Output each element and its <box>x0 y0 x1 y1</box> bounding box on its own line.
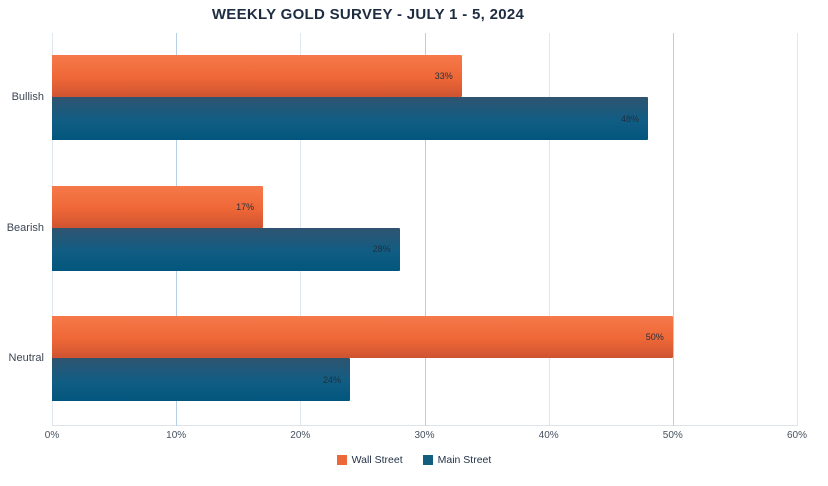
bar-main-street-bearish: 28% <box>52 227 400 271</box>
bar-value-label: 24% <box>322 374 341 385</box>
legend-label: Main Street <box>437 454 492 466</box>
legend-swatch-icon <box>422 455 433 465</box>
x-tick-label-20%: 20% <box>290 430 311 441</box>
bar-wall-street-bearish: 17% <box>52 185 264 228</box>
bar-wall-street-bullish: 33% <box>52 55 462 97</box>
x-tick-label-0%: 0% <box>44 430 60 441</box>
bar-main-street-bullish: 48% <box>52 97 648 140</box>
x-tick-label-40%: 40% <box>538 430 559 441</box>
plot-area: 33% 48% 17% 28% 50% 24% <box>52 33 798 426</box>
bar-main-street-neutral: 24% <box>52 358 350 402</box>
legend-label: Wall Street <box>351 454 403 466</box>
legend-swatch-icon <box>336 455 347 465</box>
x-tick-label-60%: 60% <box>786 430 807 441</box>
bar-value-label: 17% <box>236 201 255 212</box>
chart-title: WEEKLY GOLD SURVEY - JULY 1 - 5, 2024 <box>211 6 525 23</box>
gridline-50% <box>672 33 674 426</box>
bar-value-label: 28% <box>372 244 391 255</box>
bar-value-label: 48% <box>620 113 639 124</box>
x-tick-label-30%: 30% <box>414 430 435 441</box>
x-tick-label-10%: 10% <box>166 430 187 441</box>
legend-item-wall-street: Wall Street <box>336 454 403 466</box>
gridline-60% <box>797 33 798 426</box>
category-label-bearish: Bearish <box>6 221 44 234</box>
bar-value-label: 33% <box>434 71 453 81</box>
bar-value-label: 50% <box>645 332 664 343</box>
legend-item-main-street: Main Street <box>422 454 492 466</box>
gridline-40% <box>548 33 550 426</box>
legend: Wall Street Main Street <box>0 454 828 466</box>
category-label-neutral: Neutral <box>8 352 44 365</box>
category-label-bullish: Bullish <box>11 91 44 103</box>
x-tick-label-50%: 50% <box>662 430 683 441</box>
gridline-30% <box>424 33 426 426</box>
bar-wall-street-neutral: 50% <box>52 316 673 359</box>
